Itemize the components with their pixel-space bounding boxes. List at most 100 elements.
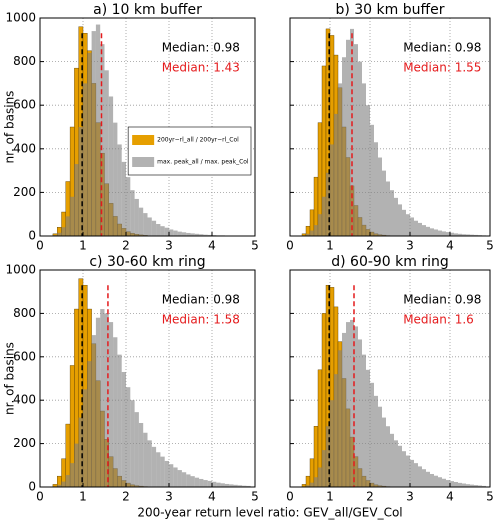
legend-swatch: [132, 135, 154, 145]
histogram-bar: [450, 481, 454, 487]
x-tick-label: 4: [446, 239, 454, 253]
histogram-bar: [66, 475, 70, 487]
histogram-bar: [402, 210, 406, 236]
histogram-bar: [318, 214, 322, 236]
histogram-bar: [382, 418, 386, 487]
histogram-bar: [334, 374, 338, 487]
histogram-bar: [165, 461, 169, 487]
x-tick-label: 0: [286, 239, 294, 253]
histogram-bar: [370, 125, 374, 236]
histogram-bar: [74, 444, 78, 487]
histogram-bar: [314, 477, 318, 487]
histogram-bar: [216, 483, 220, 487]
histogram-bar: [314, 225, 318, 236]
histogram-bar: [83, 389, 87, 487]
histogram-bar: [318, 467, 322, 487]
histogram-bar: [212, 482, 216, 487]
histogram-bar: [386, 426, 390, 487]
histogram-bar: [66, 216, 70, 236]
histogram-bar: [458, 483, 462, 487]
histogram-bar: [182, 472, 186, 487]
histogram-bar: [169, 229, 173, 236]
histogram-bar: [434, 229, 438, 236]
x-tick-label: 2: [122, 239, 130, 253]
histogram-bar: [346, 322, 350, 487]
histogram-bar: [430, 228, 434, 236]
y-tick-label: 1000: [5, 263, 36, 277]
x-tick-label: 1: [79, 490, 87, 504]
histogram-bar: [199, 479, 203, 487]
histogram-bar: [402, 451, 406, 487]
histogram-bar: [135, 412, 139, 487]
x-tick-label: 5: [251, 490, 259, 504]
histogram-bar: [143, 433, 147, 487]
median-label: Median: 1.58: [162, 313, 240, 327]
histogram-bar: [358, 62, 362, 236]
histogram-bar: [83, 83, 87, 236]
histogram-bar: [310, 231, 314, 236]
histogram-bar: [338, 350, 342, 487]
x-tick-label: 0: [286, 490, 294, 504]
y-tick-label: 200: [13, 436, 36, 450]
median-label: Median: 0.98: [403, 41, 481, 55]
legend-swatch: [132, 157, 154, 167]
x-tick-label: 1: [326, 239, 334, 253]
histogram-bar: [126, 387, 130, 487]
histogram-bar: [139, 208, 143, 236]
histogram-bar: [70, 197, 74, 236]
y-tick-label: 0: [28, 229, 36, 243]
histogram-bar: [446, 232, 450, 236]
histogram-bar: [87, 53, 91, 236]
histogram-bar: [122, 162, 126, 236]
histogram-bar: [322, 450, 326, 487]
histogram-bar: [195, 478, 199, 487]
histogram-bar: [414, 463, 418, 487]
histogram-bar: [87, 361, 91, 487]
histogram-bar: [173, 231, 177, 236]
histogram-bar: [394, 440, 398, 487]
histogram-bar: [165, 228, 169, 236]
histogram-bar: [342, 333, 346, 487]
median-label: Median: 1.6: [403, 313, 474, 327]
x-tick-label: 4: [208, 239, 216, 253]
histogram-bar: [366, 370, 370, 487]
histogram-bar: [178, 470, 182, 487]
histogram-bar: [394, 198, 398, 236]
median-label: Median: 1.55: [403, 61, 481, 75]
median-label: Median: 0.98: [403, 293, 481, 307]
histogram-bar: [186, 474, 190, 487]
x-axis-label: 200-year return level ratio: GEV_all/GEV…: [137, 506, 402, 520]
histogram-bar: [130, 190, 134, 236]
x-tick-label: 3: [165, 239, 173, 253]
x-tick-label: 3: [406, 239, 414, 253]
histogram-bar: [148, 440, 152, 487]
histogram-bar: [334, 114, 338, 236]
x-tick-label: 0: [36, 239, 44, 253]
histogram-bar: [330, 144, 334, 236]
histogram-bar: [446, 480, 450, 487]
histogram-bar: [62, 482, 66, 487]
histogram-bar: [438, 231, 442, 236]
histogram-bar: [374, 142, 378, 236]
histogram-bar: [322, 197, 326, 236]
histogram-bar: [79, 418, 83, 487]
histogram-bar: [398, 446, 402, 487]
x-tick-label: 4: [208, 490, 216, 504]
histogram-bar: [366, 105, 370, 236]
histogram-bar: [135, 199, 139, 236]
x-tick-label: 3: [165, 490, 173, 504]
y-tick-label: 400: [13, 141, 36, 155]
y-tick-label: 0: [28, 480, 36, 494]
histogram-bar: [113, 123, 117, 236]
histogram-bar: [370, 383, 374, 487]
y-tick-label: 800: [13, 306, 36, 320]
histogram-bar: [406, 214, 410, 236]
histogram-bar: [414, 221, 418, 236]
legend-frame: [128, 127, 251, 175]
x-tick-label: 1: [79, 239, 87, 253]
histogram-bar: [310, 483, 314, 487]
histogram-bar: [105, 70, 109, 236]
